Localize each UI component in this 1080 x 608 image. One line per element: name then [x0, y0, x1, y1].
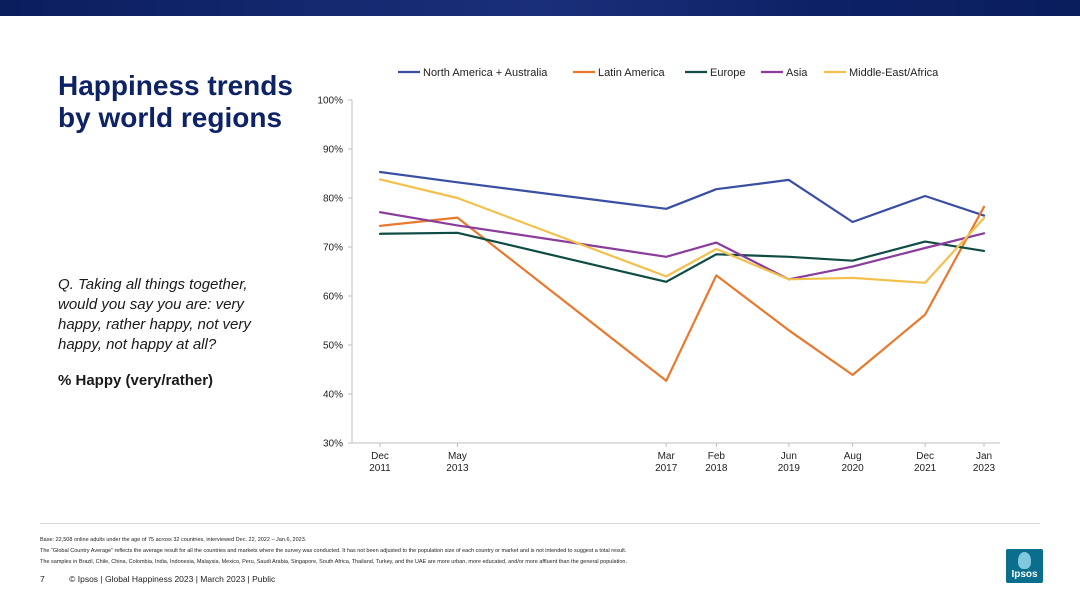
page-title: Happiness trends by world regions	[58, 70, 293, 133]
y-tick-label: 40%	[323, 390, 343, 401]
x-tick-year: 2013	[446, 463, 469, 474]
copyright-text: © Ipsos | Global Happiness 2023 | March …	[69, 574, 276, 584]
legend-label: Europe	[710, 67, 745, 79]
legend-label: Asia	[786, 67, 808, 79]
line-chart: 30%40%50%60%70%80%90%100%Dec2011May2013M…	[317, 67, 1000, 474]
x-tick-month: Mar	[658, 451, 676, 462]
base-note: Base: 22,508 online adults under the age…	[40, 537, 307, 543]
series-line-asia	[378, 211, 986, 281]
legend-label: Latin America	[598, 67, 666, 79]
footer: 7 © Ipsos | Global Happiness 2023 | Marc…	[40, 574, 275, 584]
logo-text: Ipsos	[1011, 569, 1038, 580]
x-tick-month: Jun	[781, 451, 797, 462]
series-line-europe	[378, 231, 986, 283]
x-tick-month: Dec	[371, 451, 389, 462]
page-number: 7	[40, 574, 45, 584]
series-line-middle-east-africa	[378, 178, 986, 284]
x-tick-month: May	[448, 451, 467, 462]
footer-divider	[40, 523, 1040, 524]
x-tick-year: 2023	[973, 463, 996, 474]
x-tick-month: Aug	[844, 451, 862, 462]
survey-question: Q. Taking all things together, would you…	[58, 276, 251, 353]
x-tick-month: Jan	[976, 451, 992, 462]
x-tick-year: 2020	[841, 463, 864, 474]
top-banner	[0, 0, 1080, 16]
legend-label: Middle-East/Africa	[849, 67, 939, 79]
x-tick-month: Feb	[708, 451, 726, 462]
ipsos-logo: Ipsos	[1006, 549, 1043, 583]
series-line-north-america-australia	[378, 170, 986, 224]
x-tick-year: 2011	[369, 463, 391, 474]
y-tick-label: 70%	[323, 243, 343, 254]
legend-label: North America + Australia	[423, 67, 548, 79]
y-tick-label: 30%	[323, 439, 343, 450]
y-tick-label: 100%	[317, 96, 343, 107]
x-tick-year: 2019	[778, 463, 801, 474]
metric-label: % Happy (very/rather)	[58, 372, 214, 389]
x-tick-year: 2017	[655, 463, 678, 474]
x-tick-year: 2018	[705, 463, 728, 474]
x-tick-month: Dec	[916, 451, 934, 462]
y-tick-label: 80%	[323, 194, 343, 205]
samples-note: The samples in Brazil, Chile, China, Col…	[40, 559, 628, 565]
logo-mark-icon	[1018, 552, 1031, 569]
y-tick-label: 50%	[323, 341, 343, 352]
gca-note: The “Global Country Average” reflects th…	[40, 548, 627, 554]
y-tick-label: 90%	[323, 145, 343, 156]
x-tick-year: 2021	[914, 463, 937, 474]
y-tick-label: 60%	[323, 292, 343, 303]
series-line-latin-america	[378, 205, 986, 382]
